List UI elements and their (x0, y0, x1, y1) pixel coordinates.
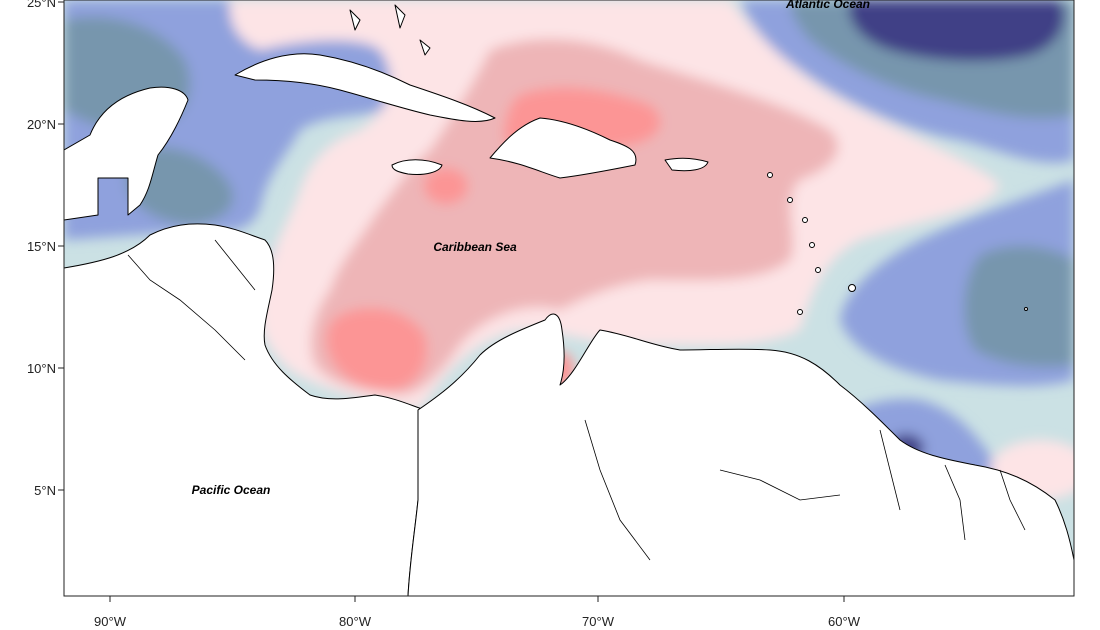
field-slate-blue-east-atlantic (964, 245, 1074, 367)
label-pacific-ocean: Pacific Ocean (192, 483, 271, 497)
label-atlantic-ocean: Atlantic Ocean (785, 0, 870, 11)
x-tick-label: 80°W (339, 614, 372, 629)
y-tick-label: 15°N (27, 239, 56, 254)
land-bahamas (349, 4, 431, 56)
y-tick-label: 5°N (34, 483, 56, 498)
field-deep-blue-atlantic (849, 0, 1064, 62)
y-tick-label: 20°N (27, 117, 56, 132)
x-tick-label: 70°W (582, 614, 615, 629)
field-light-red (310, 39, 839, 396)
land-jamaica (391, 159, 443, 175)
y-tick-label: 10°N (27, 361, 56, 376)
land-south-america (407, 313, 1074, 596)
land-hispaniola (489, 117, 637, 179)
y-tick-label: 25°N (27, 0, 56, 10)
label-caribbean-sea: Caribbean Sea (433, 240, 517, 254)
land-puerto-rico (664, 157, 709, 172)
x-tick-label: 60°W (828, 614, 861, 629)
y-axis: 25°N 20°N 15°N 10°N 5°N (27, 0, 64, 498)
field-red-jamaica (424, 168, 468, 204)
x-tick-label: 90°W (94, 614, 127, 629)
land-lesser-antilles (767, 172, 1028, 315)
plot-frame (63, 0, 1075, 597)
x-axis: 90°W 80°W 70°W 60°W (94, 596, 861, 629)
field-red-panama (326, 307, 427, 391)
land-cuba (234, 53, 496, 122)
country-borders (127, 239, 1026, 561)
landmasses (64, 4, 1074, 596)
anomaly-field (64, 0, 1074, 596)
